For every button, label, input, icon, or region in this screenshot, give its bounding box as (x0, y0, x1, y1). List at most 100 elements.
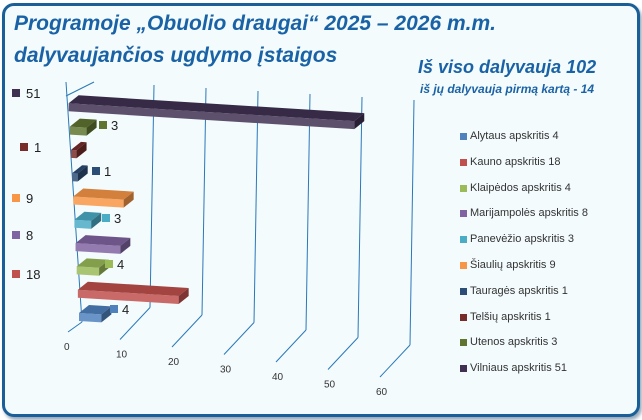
data-label-marker (20, 143, 28, 151)
bar-front-6 (72, 173, 78, 182)
x-tick-label: 50 (324, 380, 336, 391)
gridline-wall (253, 90, 259, 323)
x-tick-label: 40 (272, 372, 284, 383)
gridline-floor (171, 314, 203, 348)
legend-item: Alytaus apskritis 4 (460, 130, 588, 156)
legend-swatch (460, 313, 467, 321)
bar-front-1 (77, 289, 179, 304)
legend-swatch (460, 184, 467, 192)
legend-label: Kauno apskritis 18 (470, 155, 561, 168)
bar-end-0 (101, 306, 112, 323)
bar-top-5 (73, 188, 134, 200)
bar-end-7 (76, 142, 87, 159)
total-participants: Iš viso dalyvauja 102 (418, 57, 597, 77)
legend-label: Klaipėdos apskritis 4 (470, 181, 571, 194)
legend-item: Tauragės apskritis 1 (460, 285, 588, 311)
data-label: 3 (114, 211, 121, 226)
legend-item: Klaipėdos apskritis 4 (460, 182, 588, 208)
x-tick-label: 20 (168, 357, 180, 368)
data-label-marker (110, 305, 118, 313)
bar-top-9 (68, 95, 365, 122)
legend-item: Utenos apskritis 3 (460, 336, 588, 362)
bar-front-4 (74, 219, 92, 229)
bar-top-0 (79, 305, 112, 315)
bar-end-4 (91, 212, 102, 229)
bar-top-2 (76, 258, 110, 268)
gridline-wall (149, 84, 155, 308)
chart-legend: Alytaus apskritis 4 Kauno apskritis 18 Kla… (460, 130, 588, 388)
legend-label: Šiaulių apskritis 9 (470, 258, 556, 271)
legend-item: Panevėžio apskritis 3 (460, 233, 588, 259)
legend-label: Vilniaus apskritis 51 (470, 362, 568, 375)
bar-top-8 (69, 118, 97, 128)
bar-end-9 (354, 113, 365, 130)
data-label: 8 (26, 228, 33, 243)
legend-swatch (460, 210, 467, 218)
chart-title-line2: dalyvaujančios ugdymo įstaigos (14, 44, 338, 67)
legend-swatch (460, 236, 467, 244)
gridline-wall (357, 96, 363, 338)
data-label: 3 (111, 118, 118, 133)
bar-top-1 (77, 281, 189, 296)
legend-item: Telšių apskritis 1 (460, 311, 588, 337)
gridline-floor (67, 321, 83, 333)
bar-front-3 (75, 243, 121, 254)
data-label: 9 (26, 191, 33, 206)
legend-item: Marijampolės apskritis 8 (460, 207, 588, 233)
bar-front-8 (69, 126, 87, 136)
gridline-floor (379, 344, 411, 378)
legend-item: Vilniaus apskritis 51 (460, 362, 588, 388)
data-label: 18 (26, 267, 40, 282)
bar-top-6 (72, 165, 88, 174)
gridline-wall (201, 87, 207, 316)
bar-front-5 (73, 196, 124, 208)
data-label-marker (102, 214, 110, 222)
gridline-floor (119, 307, 151, 340)
bar-top-3 (75, 235, 131, 246)
bar-front-7 (70, 149, 77, 159)
back-wall-edge (65, 81, 95, 97)
chart-card (2, 3, 640, 417)
data-label-marker (92, 167, 100, 175)
legend-item: Šiaulių apskritis 9 (460, 259, 588, 285)
data-label-marker (12, 231, 20, 239)
x-tick-label: 60 (376, 387, 388, 398)
data-label-marker (99, 121, 107, 129)
legend-swatch (460, 261, 467, 269)
data-label-marker (105, 260, 113, 268)
data-label: 4 (122, 302, 129, 317)
bar-front-0 (79, 313, 102, 323)
bar-top-4 (74, 211, 102, 221)
x-tick-label: 30 (220, 365, 232, 376)
bar-end-8 (86, 119, 97, 136)
gridline-wall (409, 99, 415, 346)
x-tick-label: 0 (64, 342, 70, 353)
legend-label: Telšių apskritis 1 (470, 310, 551, 323)
data-label-marker (12, 194, 20, 202)
legend-swatch (460, 365, 467, 373)
chart-title-line1: Programoje „Obuolio draugai“ 2025 – 2026… (14, 12, 496, 35)
gridline-floor (275, 329, 307, 363)
legend-label: Utenos apskritis 3 (470, 336, 558, 349)
legend-label: Panevėžio apskritis 3 (470, 233, 574, 246)
legend-label: Tauragės apskritis 1 (470, 284, 568, 297)
bar-front-9 (68, 103, 355, 130)
legend-label: Alytaus apskritis 4 (470, 130, 559, 142)
bar-end-6 (77, 165, 88, 182)
data-label: 4 (117, 257, 124, 272)
first-time-participants: iš jų dalyvauja pirmą kartą - 14 (420, 82, 595, 96)
bar-top-7 (70, 141, 87, 151)
bar-end-5 (123, 191, 134, 208)
legend-swatch (460, 133, 467, 140)
data-label: 1 (34, 140, 41, 155)
data-label: 51 (26, 86, 40, 101)
legend-swatch (460, 339, 467, 347)
bar-end-3 (120, 237, 131, 254)
bar-end-1 (178, 288, 189, 304)
legend-item: Kauno apskritis 18 (460, 156, 588, 182)
legend-label: Marijampolės apskritis 8 (470, 207, 588, 220)
gridline-wall (305, 93, 311, 331)
gridline-floor (327, 337, 359, 370)
